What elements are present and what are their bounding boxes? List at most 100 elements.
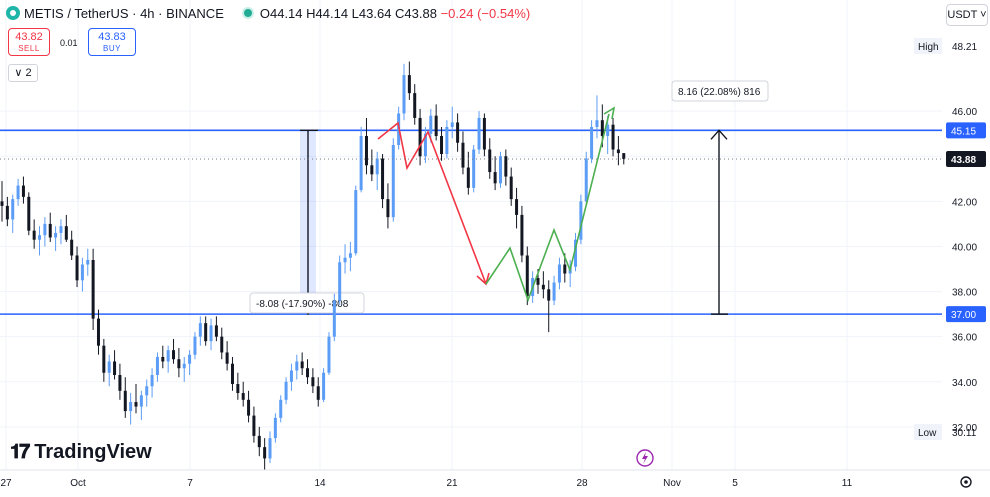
candle-body — [338, 262, 342, 301]
candle-body — [370, 165, 374, 175]
candle-body — [0, 201, 4, 206]
level-price-tag — [946, 306, 986, 323]
last-price-tag-text: 43.88 — [951, 155, 976, 166]
candle-body — [354, 190, 358, 254]
symbol-title[interactable]: METIS / TetherUS · 4h · BINANCE — [24, 5, 224, 21]
candle-body — [402, 75, 406, 114]
last-price-tag — [946, 150, 986, 167]
measure-up-arrow — [710, 129, 728, 140]
candle-body — [300, 361, 304, 369]
horizontal-levels[interactable] — [0, 129, 942, 315]
brand-name: TradingView — [34, 440, 152, 463]
indicators-collapse-button[interactable]: ∨ 2 — [8, 64, 38, 82]
price-tick-label: 42.00 — [952, 197, 977, 208]
candle-body — [434, 115, 438, 136]
low-label-bg — [914, 424, 942, 440]
candle-body — [616, 149, 620, 154]
candle-body — [247, 399, 251, 416]
time-tick-label: Nov — [663, 478, 681, 489]
candle-body — [440, 135, 444, 155]
low-value: 30.11 — [952, 428, 977, 439]
measure-tools[interactable]: -8.08 (-17.90%) -808 8.16 (22.08%) 816 — [249, 80, 769, 316]
candle-body — [204, 323, 208, 342]
buy-label: BUY — [103, 44, 121, 53]
candle-body — [182, 363, 186, 369]
buy-button[interactable]: 43.83 BUY — [88, 28, 136, 56]
candle-body — [96, 318, 100, 346]
candle-body — [600, 120, 604, 136]
candle-body — [477, 117, 481, 150]
candle-body — [327, 336, 331, 373]
candle-body — [520, 214, 524, 256]
candle-body — [129, 402, 133, 412]
candle-body — [64, 226, 68, 240]
candle-body — [466, 167, 470, 188]
zigzag-green[interactable] — [485, 113, 610, 303]
candle-body — [547, 289, 551, 301]
candle-body — [252, 415, 256, 436]
candle-body — [622, 153, 626, 159]
candle-body — [188, 354, 192, 364]
candle-body — [75, 255, 79, 281]
candle-body — [70, 239, 74, 256]
level-price-tag-text: 37.00 — [951, 310, 976, 321]
candle-body — [172, 350, 176, 360]
zigzag-drawings[interactable] — [377, 106, 616, 303]
candle-body — [590, 126, 594, 159]
candle-body — [123, 390, 127, 412]
time-axis[interactable]: 27 Oct 7 14 21 28 Nov 5 11 — [0, 469, 990, 489]
zigzag-green-arrowhead — [603, 106, 616, 120]
price-axis[interactable]: 32.0034.0036.0038.0040.0042.0044.0046.00… — [914, 0, 990, 470]
candle-body — [236, 384, 240, 394]
candle-body — [316, 386, 320, 400]
candle-body — [606, 124, 610, 136]
price-tick-label: 34.00 — [952, 378, 977, 389]
candle-body — [359, 135, 363, 191]
price-tick-label: 46.00 — [952, 107, 977, 118]
time-tick-label: 5 — [732, 478, 738, 489]
time-tick-label: 11 — [842, 478, 853, 489]
low-label: Low — [918, 428, 937, 439]
candle-body — [536, 278, 540, 285]
event-icon[interactable] — [636, 449, 654, 467]
zigzag-red[interactable] — [377, 121, 487, 285]
time-tick-label: 27 — [0, 478, 12, 489]
measure-up-label: 8.16 (22.08%) 816 — [678, 87, 761, 98]
tradingview-logo[interactable]: 𝟏𝟕 TradingView — [10, 440, 152, 464]
price-axis-bg — [942, 0, 990, 470]
candle-body — [16, 185, 20, 200]
time-tick-label: 21 — [446, 478, 458, 489]
candle-body — [418, 117, 422, 157]
candle-body — [214, 325, 218, 337]
candle-body — [295, 361, 299, 371]
candle-body — [332, 300, 336, 337]
candle-body — [241, 393, 245, 400]
metis-coin-icon — [6, 6, 20, 20]
candle-body — [21, 185, 25, 197]
sell-price: 43.82 — [15, 31, 43, 43]
candle-body — [279, 399, 283, 418]
candle-body — [139, 395, 143, 407]
candle-body — [59, 226, 63, 233]
candle-body — [155, 356, 159, 375]
candle-body — [322, 372, 326, 400]
candle-body — [498, 156, 502, 184]
price-tick-label: 38.00 — [952, 288, 977, 299]
price-change: −0.24 (−0.54%) — [440, 5, 531, 21]
candle-body — [43, 223, 47, 236]
ohlc-text: O44.14 H44.14 L43.64 C43.88 — [259, 5, 437, 21]
sell-button[interactable]: 43.82 SELL — [8, 28, 50, 56]
candle-body — [381, 158, 385, 200]
candle-body — [263, 447, 267, 459]
candle-body — [574, 239, 578, 267]
currency-unit-dropdown[interactable]: USDT ˅ — [946, 4, 988, 26]
candle-body — [145, 386, 149, 396]
level-price-tag-text: 45.15 — [951, 126, 976, 137]
candle-body — [48, 223, 52, 238]
candle-body — [5, 205, 9, 220]
candle-body — [91, 260, 95, 319]
candle-body — [220, 336, 224, 353]
candle-body — [493, 172, 497, 184]
time-axis-settings-icon[interactable] — [960, 476, 972, 488]
